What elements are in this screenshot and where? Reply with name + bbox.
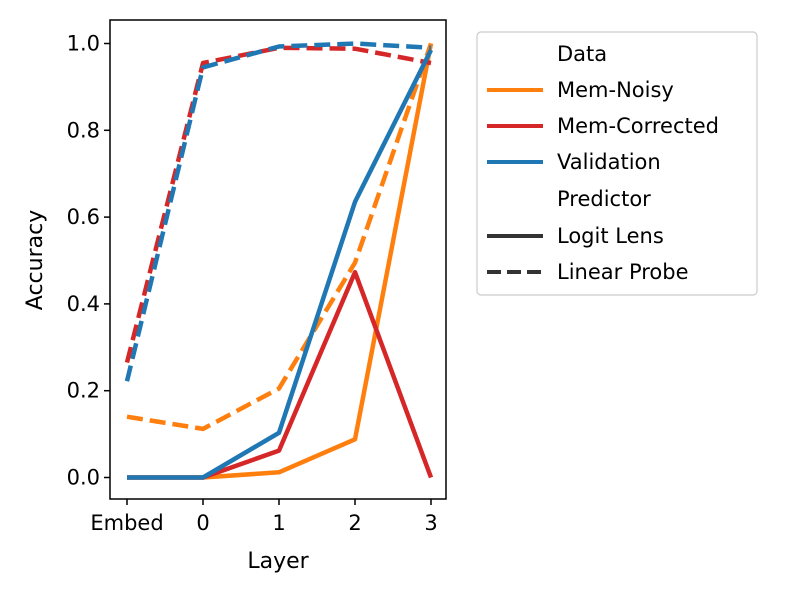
x-tick-label: 3	[424, 511, 437, 535]
y-axis-title: Accuracy	[23, 210, 48, 310]
series-line-mem-corrected-linear-probe	[124, 45, 432, 364]
x-tick-label: 0	[196, 511, 209, 535]
series-line-mem-corrected-logit-lens	[127, 269, 434, 480]
y-tick-label: 1.0	[67, 32, 100, 56]
y-tick-label: 0.0	[67, 466, 100, 490]
legend-label-mem-noisy: Mem-Noisy	[557, 78, 674, 102]
legend: Data Mem-Noisy Mem-Corrected Validation …	[476, 31, 758, 296]
ticks-layer: Embed 0 1 2 3 0.0 0.2 0.4 0.6 0.8 1.0	[67, 32, 438, 536]
y-tick-label: 0.4	[67, 292, 100, 316]
series-line-mem-noisy-logit-lens	[127, 43, 434, 480]
series-line-validation-linear-probe	[124, 41, 432, 382]
series-line-mem-noisy-linear-probe	[126, 42, 434, 432]
legend-label-mem-corrected: Mem-Corrected	[557, 114, 719, 138]
plot-frame	[109, 19, 447, 500]
y-tick-label: 0.2	[67, 379, 100, 403]
legend-label-validation: Validation	[557, 150, 661, 174]
x-axis-title: Layer	[247, 549, 309, 574]
legend-predictor-header: Predictor	[557, 187, 651, 211]
legend-label-logit-lens: Logit Lens	[557, 224, 664, 248]
series-line-validation-logit-lens	[127, 48, 434, 480]
x-tick-label: Embed	[90, 511, 163, 535]
x-tick-label: 1	[272, 511, 285, 535]
legend-box	[476, 31, 758, 296]
y-tick-label: 0.8	[67, 118, 100, 142]
series-layer	[124, 41, 434, 480]
x-tick-label: 2	[348, 511, 361, 535]
legend-label-linear-probe: Linear Probe	[557, 260, 689, 284]
legend-data-header: Data	[557, 42, 607, 66]
y-tick-label: 0.6	[67, 205, 100, 229]
